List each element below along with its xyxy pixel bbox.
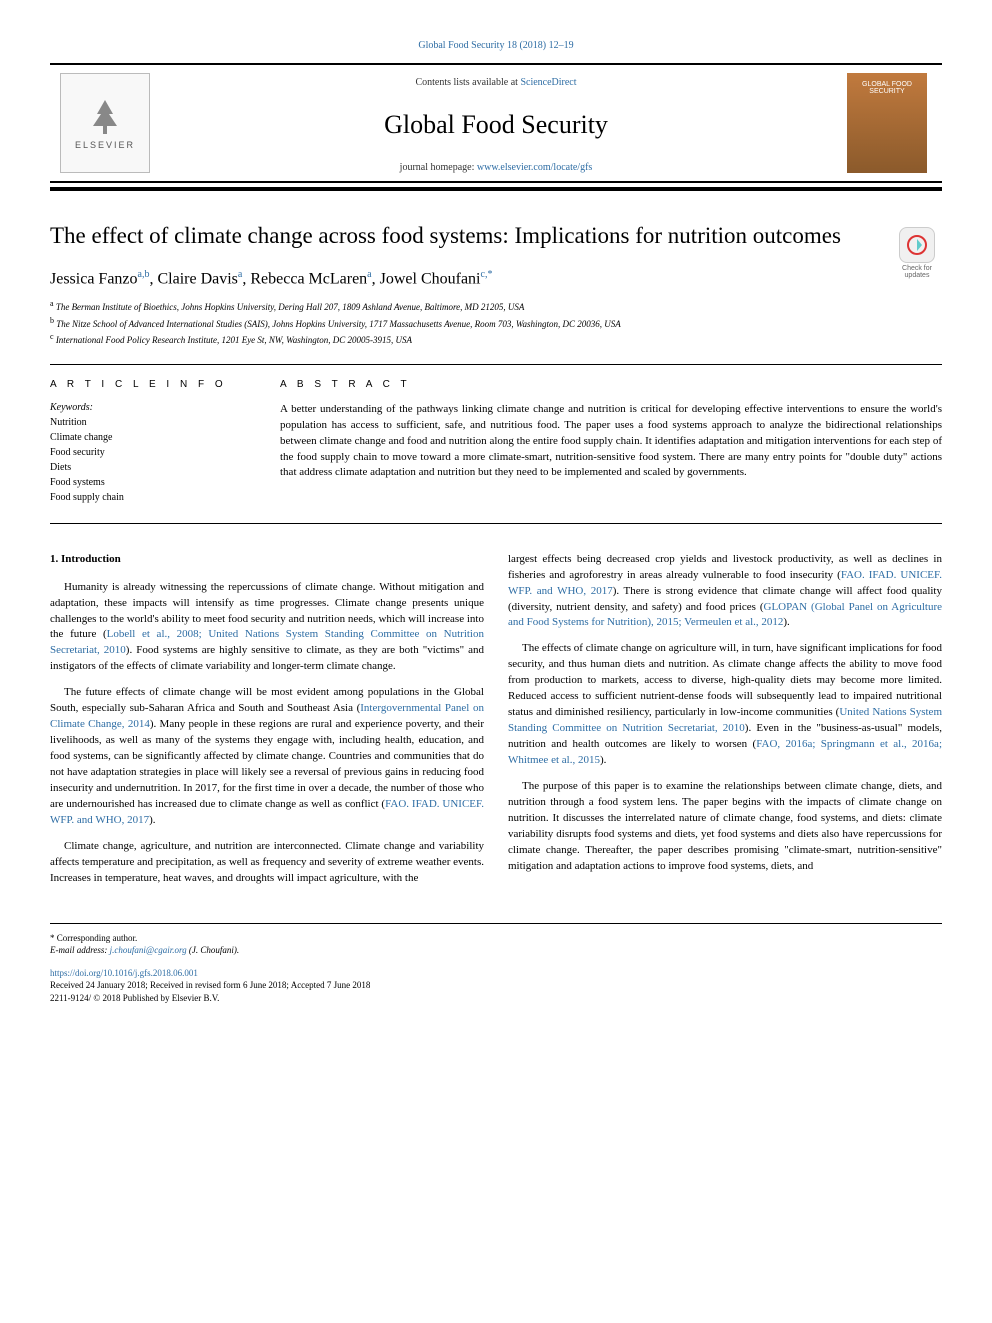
keyword: Climate change (50, 430, 250, 445)
abstract-heading: A B S T R A C T (280, 379, 942, 390)
masthead: ELSEVIER Contents lists available at Sci… (50, 63, 942, 183)
article-header: Check for updates The effect of climate … (50, 221, 942, 348)
paragraph: largest effects being decreased crop yie… (508, 552, 942, 632)
keywords-label: Keywords: (50, 402, 250, 413)
affiliation: a The Berman Institute of Bioethics, Joh… (50, 298, 942, 315)
body-columns: 1. Introduction Humanity is already witn… (50, 552, 942, 897)
journal-homepage: journal homepage: www.elsevier.com/locat… (160, 162, 832, 173)
doi-link[interactable]: https://doi.org/10.1016/j.gfs.2018.06.00… (50, 968, 198, 978)
check-updates-icon (899, 227, 935, 263)
article-info-heading: A R T I C L E I N F O (50, 379, 250, 390)
affiliation: b The Nitze School of Advanced Internati… (50, 315, 942, 332)
email-link[interactable]: j.choufani@cgair.org (110, 945, 187, 955)
paragraph: The purpose of this paper is to examine … (508, 779, 942, 875)
abstract: A B S T R A C T A better understanding o… (280, 379, 942, 505)
email-line: E-mail address: j.choufani@cgair.org (J.… (50, 944, 942, 957)
corresponding-author: * Corresponding author. (50, 932, 942, 945)
text-run: ). (600, 754, 606, 766)
homepage-prefix: journal homepage: (400, 162, 477, 173)
cover-title: GLOBAL FOOD SECURITY (851, 81, 923, 95)
affiliation: c International Food Policy Research Ins… (50, 331, 942, 348)
paragraph: Humanity is already witnessing the reper… (50, 580, 484, 676)
text-run: ). Many people in these regions are rura… (50, 718, 484, 810)
masthead-separator (50, 187, 942, 191)
text-run: Climate change, agriculture, and nutriti… (50, 840, 484, 884)
text-run: ). (149, 814, 155, 826)
journal-cover: GLOBAL FOOD SECURITY (847, 73, 927, 173)
tree-icon (85, 96, 125, 136)
doi-line: https://doi.org/10.1016/j.gfs.2018.06.00… (50, 967, 942, 980)
article-footer: * Corresponding author. E-mail address: … (50, 923, 942, 1005)
keyword: Food security (50, 445, 250, 460)
info-abstract-row: A R T I C L E I N F O Keywords: Nutritio… (50, 364, 942, 524)
article-title: The effect of climate change across food… (50, 221, 942, 251)
journal-name: Global Food Security (160, 110, 832, 140)
sciencedirect-link[interactable]: ScienceDirect (520, 77, 576, 88)
keyword: Nutrition (50, 415, 250, 430)
keyword: Diets (50, 460, 250, 475)
journal-cover-container: GLOBAL FOOD SECURITY (832, 65, 942, 181)
masthead-center: Contents lists available at ScienceDirec… (160, 65, 832, 181)
text-run: ). (783, 616, 789, 628)
paragraph: Climate change, agriculture, and nutriti… (50, 839, 484, 887)
body-column-left: 1. Introduction Humanity is already witn… (50, 552, 484, 897)
check-updates-label: Check for updates (892, 265, 942, 279)
body-column-right: largest effects being decreased crop yie… (508, 552, 942, 897)
paragraph: The future effects of climate change wil… (50, 685, 484, 828)
paragraph: The effects of climate change on agricul… (508, 641, 942, 769)
contents-prefix: Contents lists available at (415, 77, 520, 88)
email-label: E-mail address: (50, 945, 110, 955)
section-heading: 1. Introduction (50, 552, 484, 568)
text-run: The purpose of this paper is to examine … (508, 780, 942, 872)
authors: Jessica Fanzoa,b, Claire Davisa, Rebecca… (50, 269, 942, 288)
affiliations: a The Berman Institute of Bioethics, Joh… (50, 298, 942, 348)
keyword: Food supply chain (50, 490, 250, 505)
article-info: A R T I C L E I N F O Keywords: Nutritio… (50, 379, 250, 505)
email-suffix: (J. Choufani). (187, 945, 240, 955)
abstract-text: A better understanding of the pathways l… (280, 402, 942, 482)
copyright-line: 2211-9124/ © 2018 Published by Elsevier … (50, 992, 942, 1005)
dates-line: Received 24 January 2018; Received in re… (50, 979, 942, 992)
elsevier-wordmark: ELSEVIER (75, 140, 135, 150)
homepage-link[interactable]: www.elsevier.com/locate/gfs (477, 162, 592, 173)
check-updates-badge[interactable]: Check for updates (892, 227, 942, 279)
keywords-list: NutritionClimate changeFood securityDiet… (50, 415, 250, 505)
contents-line: Contents lists available at ScienceDirec… (160, 77, 832, 88)
publisher-logo-container: ELSEVIER (50, 65, 160, 181)
keyword: Food systems (50, 475, 250, 490)
elsevier-logo: ELSEVIER (60, 73, 150, 173)
running-header: Global Food Security 18 (2018) 12–19 (50, 40, 942, 51)
